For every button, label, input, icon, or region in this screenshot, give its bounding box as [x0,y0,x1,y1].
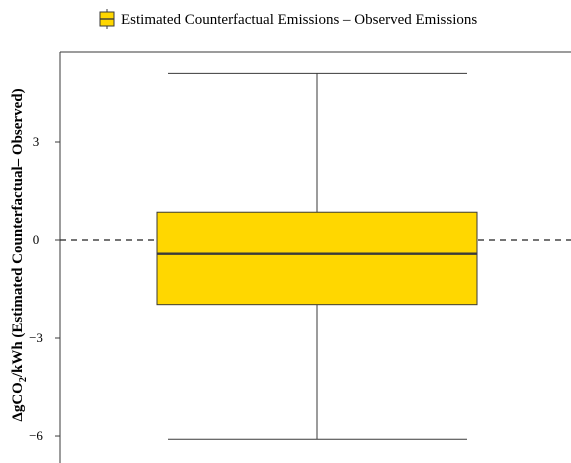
legend-swatch [99,9,115,29]
y-tick-label: −6 [29,428,43,443]
legend-label: Estimated Counterfactual Emissions – Obs… [121,12,477,28]
plot-marks [60,72,571,440]
y-axis-label: ΔgCO2/kWh (Estimated Counterfactual– Obs… [10,88,29,421]
iqr-box [156,211,478,306]
legend: Estimated Counterfactual Emissions – Obs… [99,9,477,29]
y-axis-ticks: 3 0 −3 −6 [29,134,60,443]
y-tick-label: −3 [29,330,43,345]
plot-frame [59,51,571,463]
y-tick-label: 3 [33,134,40,149]
y-tick-label: 0 [33,232,40,247]
